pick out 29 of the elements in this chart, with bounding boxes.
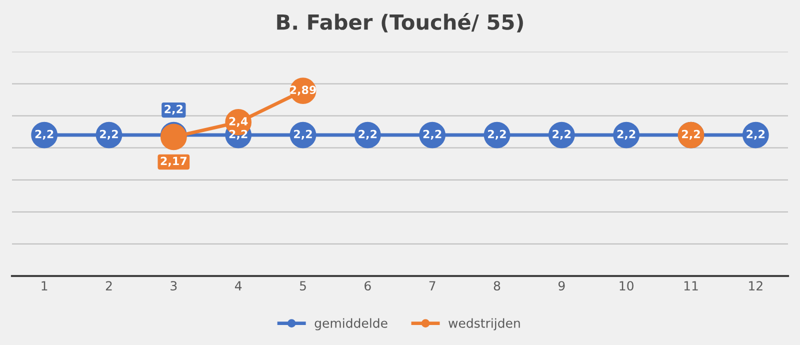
data-label: 2,2: [488, 130, 506, 140]
data-label: 2,2: [682, 130, 700, 140]
data-label: 2,2: [617, 130, 636, 140]
x-tick-label: 10: [620, 281, 634, 291]
x-tick-label: 9: [558, 281, 565, 291]
x-tick-label: 3: [170, 281, 177, 291]
data-label: 2,2: [552, 130, 571, 140]
data-label: 2,2: [35, 130, 54, 140]
x-tick-label: 12: [749, 281, 762, 290]
x-tick-label: 5: [300, 281, 306, 291]
x-tick-label: 7: [429, 281, 436, 290]
legend-label: gemiddelde: [314, 318, 388, 330]
chart-title: B. Faber (Touché/ 55): [277, 12, 523, 32]
x-tick-label: 11: [684, 281, 698, 290]
data-label: 2,17: [160, 156, 186, 167]
x-tick-label: 6: [364, 281, 371, 291]
x-tick-label: 8: [494, 281, 500, 291]
data-label: 2,2: [294, 130, 312, 140]
data-label: 2,2: [164, 104, 183, 115]
data-label: 2,2: [423, 130, 442, 140]
x-tick-label: 1: [42, 281, 48, 290]
data-label: 2,2: [100, 130, 118, 140]
legend-label: wedstrijden: [448, 318, 520, 330]
data-label: 2,2: [746, 130, 765, 140]
data-label: 2,4: [229, 117, 248, 127]
data-label: 2,89: [290, 86, 316, 96]
x-tick-label: 2: [106, 281, 112, 290]
x-tick-label: 4: [234, 281, 242, 290]
data-label: 2,2: [358, 130, 377, 140]
